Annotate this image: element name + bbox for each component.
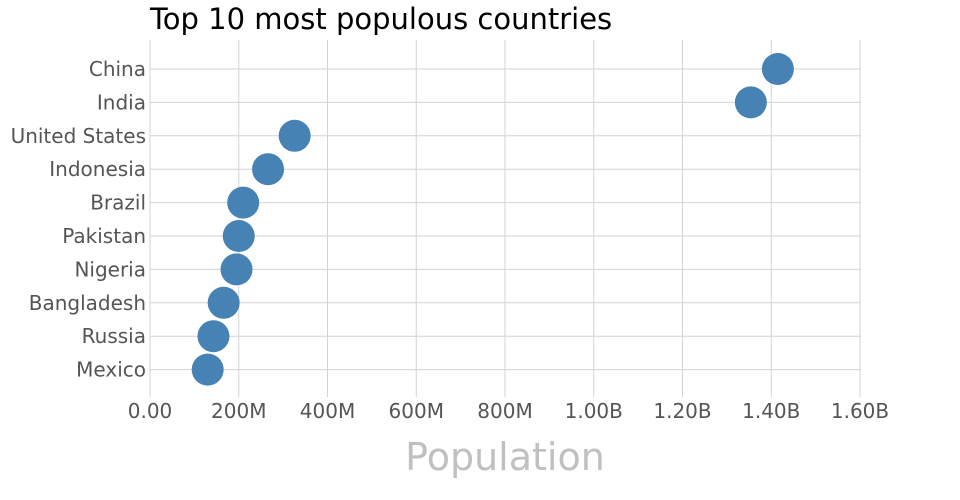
x-tick-label: 600M xyxy=(389,399,444,423)
x-tick-label: 200M xyxy=(211,399,266,423)
y-tick-label: Nigeria xyxy=(74,257,146,281)
data-point xyxy=(222,220,255,252)
y-tick-label: China xyxy=(89,57,146,81)
x-axis-label: Population xyxy=(405,435,605,479)
x-tick-label: 1.00B xyxy=(565,399,623,423)
y-tick-label: Russia xyxy=(82,324,146,348)
y-tick-label: Pakistan xyxy=(62,224,146,248)
x-tick-label: 800M xyxy=(477,399,532,423)
data-point xyxy=(220,253,253,286)
data-point xyxy=(252,153,285,186)
data-point xyxy=(761,53,794,85)
y-tick-label: United States xyxy=(11,124,146,148)
grid xyxy=(149,40,861,397)
x-tick-label: 1.40B xyxy=(742,399,800,423)
data-points xyxy=(191,53,794,386)
x-axis-ticks: 0.00 200M 400M 600M 800M 1.00B 1.20B 1.40B 1.60B xyxy=(128,399,889,423)
y-tick-label: Indonesia xyxy=(49,157,146,181)
y-axis-ticks: China India United States Indonesia Brazil Pa… xyxy=(11,57,146,382)
data-point xyxy=(278,119,311,152)
x-tick-label: 0.00 xyxy=(128,399,173,423)
chart-title: Top 10 most populous countries xyxy=(149,2,612,36)
y-tick-label: Brazil xyxy=(90,191,146,215)
y-tick-label: Mexico xyxy=(76,358,146,382)
x-tick-label: 400M xyxy=(300,399,355,423)
x-tick-label: 1.60B xyxy=(831,399,889,423)
data-point xyxy=(207,286,240,319)
data-point xyxy=(191,353,224,386)
data-point xyxy=(227,186,260,219)
x-tick-label: 1.20B xyxy=(653,399,711,423)
data-point xyxy=(734,86,767,119)
y-tick-label: India xyxy=(97,90,146,114)
y-tick-label: Bangladesh xyxy=(29,291,146,315)
data-point xyxy=(197,320,230,353)
